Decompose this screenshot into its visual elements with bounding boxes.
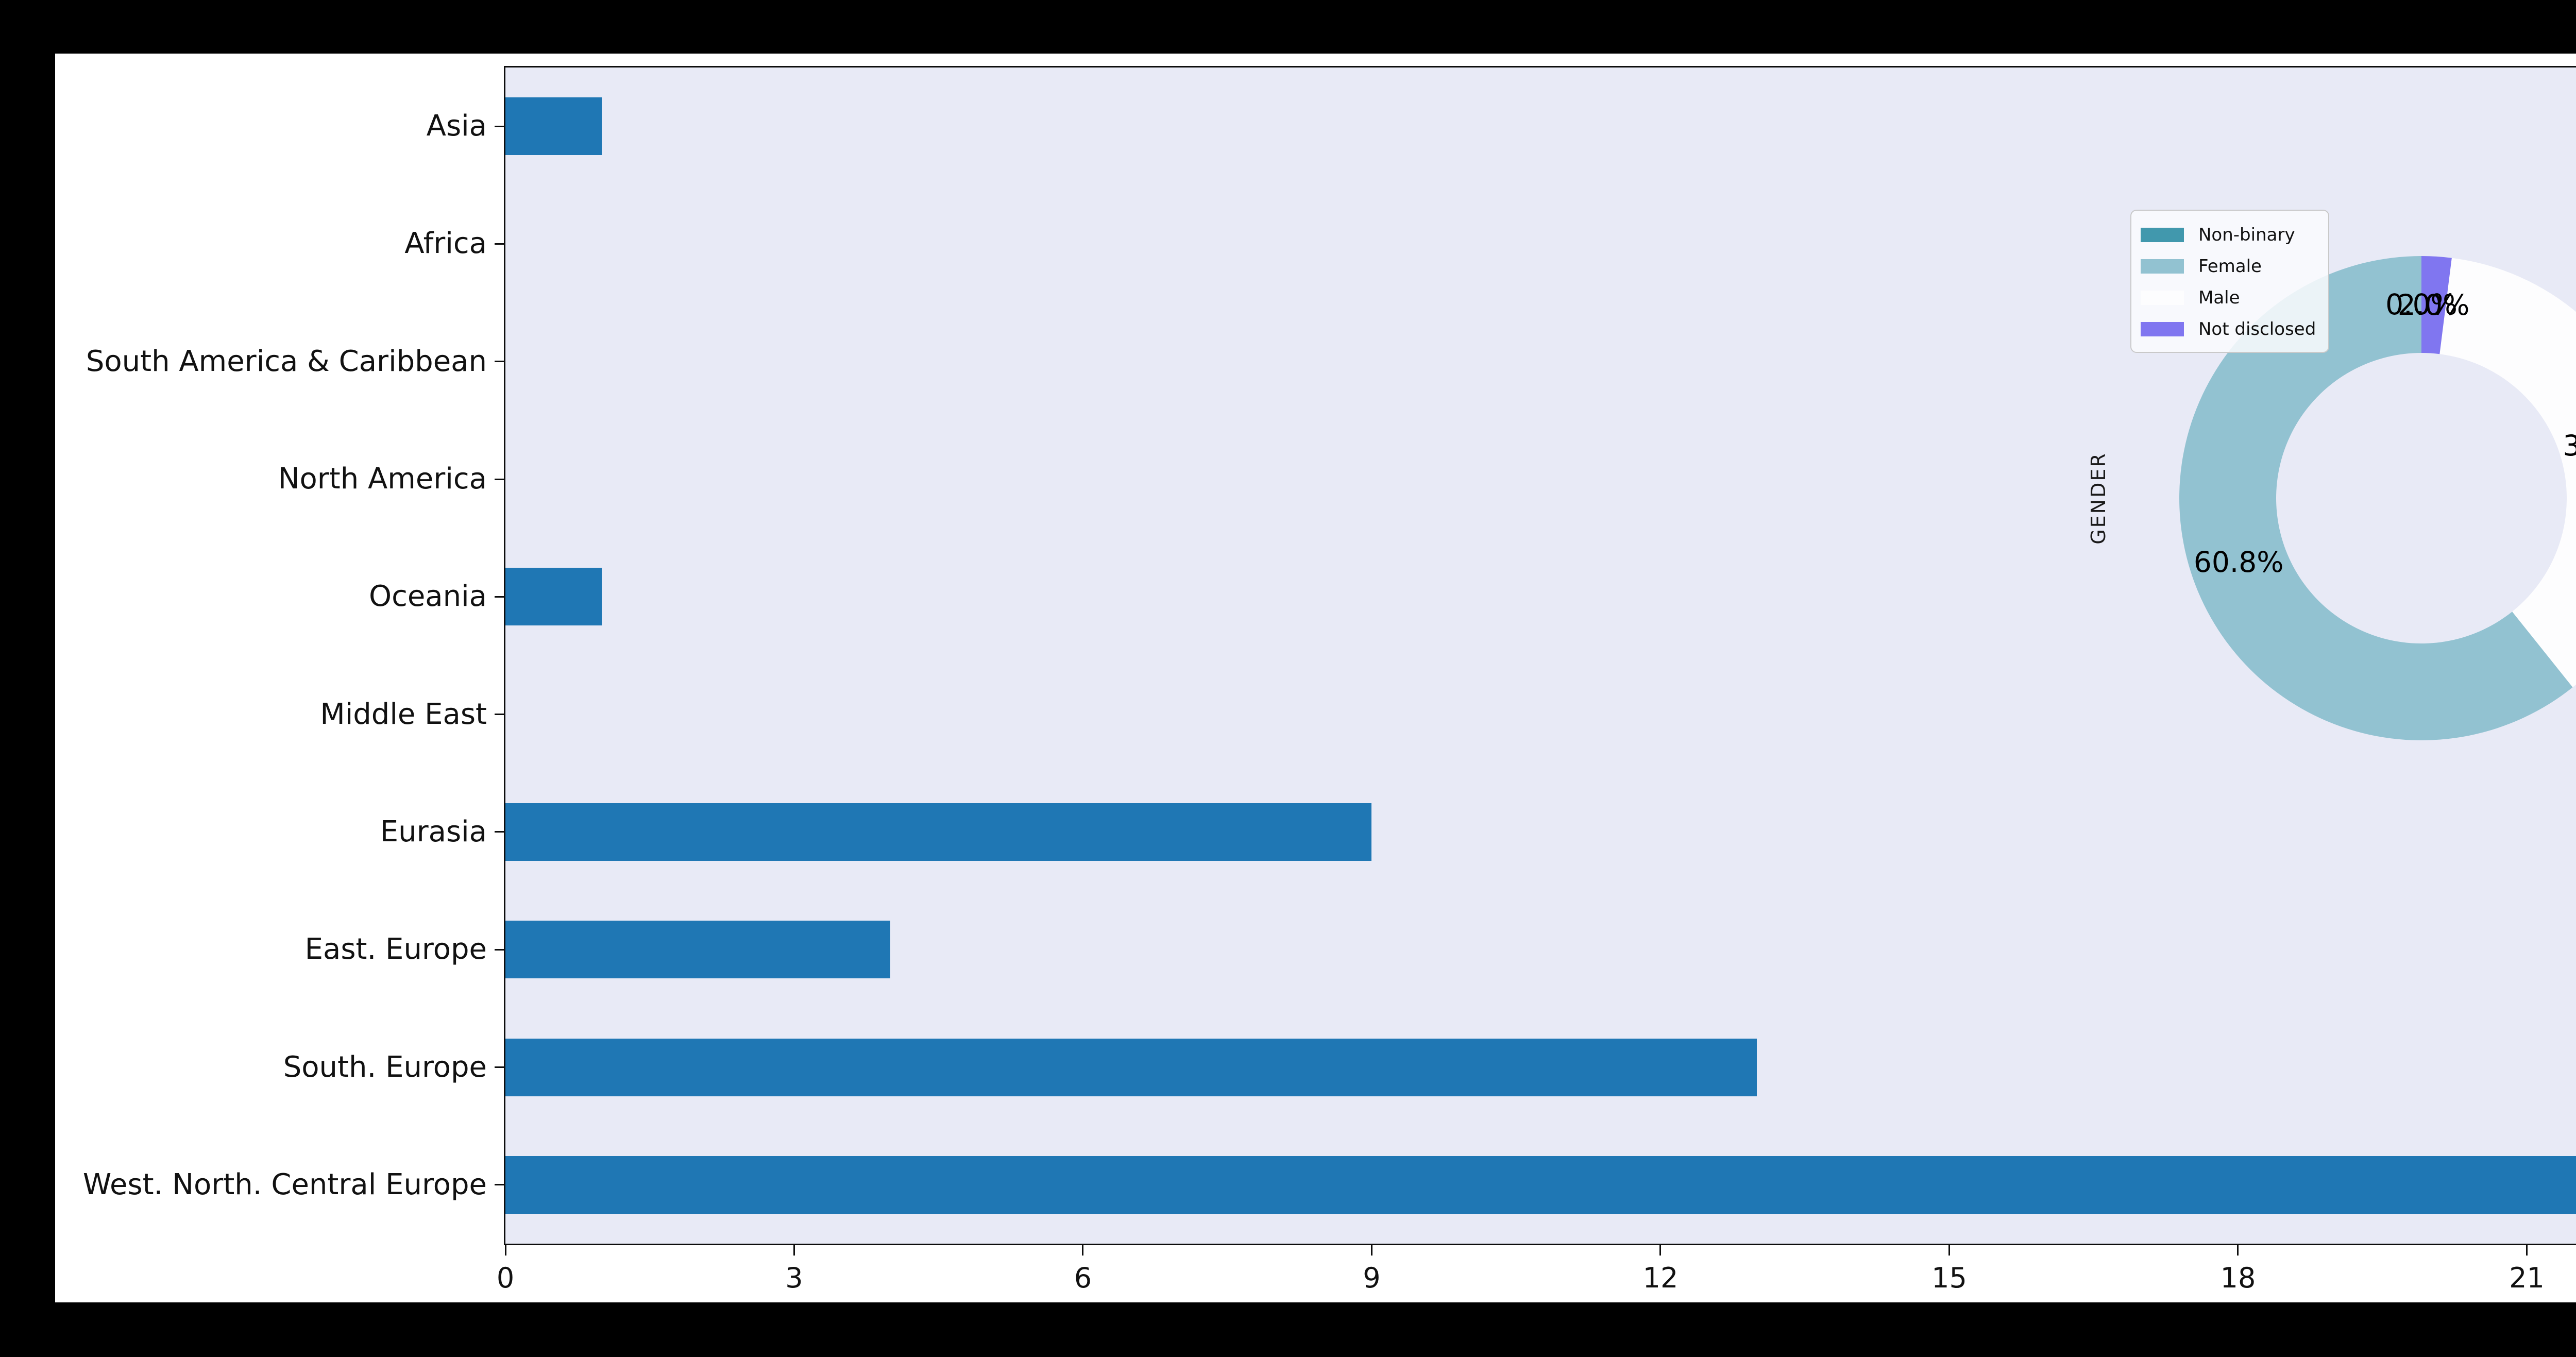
donut-axis-title: GENDER <box>2087 452 2110 545</box>
legend-swatch-icon <box>2141 259 2184 274</box>
x-tick-mark <box>2237 1245 2239 1256</box>
donut-wedge-male <box>2439 258 2576 687</box>
donut-percent-not-disclosed: 2.0% <box>2397 288 2470 321</box>
x-tick-mark <box>1948 1245 1950 1256</box>
x-tick-label: 12 <box>1642 1262 1679 1294</box>
x-tick-label: 0 <box>496 1262 515 1294</box>
y-tick-mark <box>495 1066 504 1068</box>
y-tick-mark <box>495 243 504 245</box>
y-tick-label: Africa <box>404 227 487 261</box>
bar-south-europe <box>505 1038 1757 1096</box>
y-tick-label: North America <box>278 462 487 496</box>
bar-east-europe <box>505 921 891 979</box>
legend-swatch-icon <box>2141 321 2184 336</box>
x-tick-mark <box>2526 1245 2528 1256</box>
y-tick-mark <box>495 714 504 716</box>
donut-percent-non-binary: 0.0% <box>2385 288 2458 321</box>
donut-wedge-not-disclosed <box>2421 256 2452 354</box>
legend-swatch-icon <box>2141 227 2184 242</box>
y-tick-mark <box>495 948 504 951</box>
legend-label: Not disclosed <box>2198 318 2316 340</box>
donut-wedge-female <box>2179 256 2573 740</box>
x-tick-label: 3 <box>785 1262 803 1294</box>
legend-item-female: Female <box>2141 250 2316 282</box>
legend-swatch-icon <box>2141 290 2184 305</box>
y-tick-mark <box>495 596 504 598</box>
y-tick-mark <box>495 125 504 127</box>
y-tick-label: East. Europe <box>304 932 487 966</box>
donut-legend: Non-binary Female Male Not disclosed <box>2130 210 2330 353</box>
legend-label: Non-binary <box>2198 224 2295 245</box>
legend-label: Female <box>2198 256 2262 277</box>
gender-donut-chart <box>2179 256 2576 740</box>
legend-item-non-binary: Non-binary <box>2141 219 2316 250</box>
y-tick-label: South America & Caribbean <box>86 344 487 378</box>
legend-item-male: Male <box>2141 282 2316 313</box>
x-tick-label: 15 <box>1931 1262 1967 1294</box>
x-tick-mark <box>1370 1245 1372 1256</box>
legend-label: Male <box>2198 287 2240 308</box>
y-tick-label: West. North. Central Europe <box>82 1167 487 1201</box>
bar-oceania <box>505 568 602 626</box>
y-tick-label: Middle East <box>320 697 487 731</box>
x-tick-label: 9 <box>1363 1262 1381 1294</box>
bar-asia <box>505 97 602 156</box>
y-tick-label: Asia <box>426 109 487 143</box>
chart-figure: Asia Africa South America & Caribbean North… <box>55 54 2576 1302</box>
x-tick-label: 6 <box>1074 1262 1092 1294</box>
y-tick-mark <box>495 831 504 833</box>
y-tick-mark <box>495 1184 504 1186</box>
x-tick-mark <box>1082 1245 1084 1256</box>
y-tick-mark <box>495 478 504 480</box>
x-tick-mark <box>793 1245 795 1256</box>
donut-percent-female: 60.8% <box>2193 546 2284 579</box>
donut-percent-male: 37.3% <box>2563 429 2576 463</box>
y-tick-label: Oceania <box>368 580 487 614</box>
y-tick-mark <box>495 361 504 363</box>
y-tick-label: South. Europe <box>283 1050 487 1084</box>
x-tick-label: 21 <box>2509 1262 2545 1294</box>
x-tick-mark <box>504 1245 506 1256</box>
x-tick-mark <box>1659 1245 1662 1256</box>
legend-item-not-disclosed: Not disclosed <box>2141 313 2316 345</box>
bar-west-north-central-europe <box>505 1156 2576 1214</box>
x-tick-label: 18 <box>2220 1262 2256 1294</box>
y-tick-label: Eurasia <box>380 815 487 849</box>
bar-eurasia <box>505 803 1372 861</box>
